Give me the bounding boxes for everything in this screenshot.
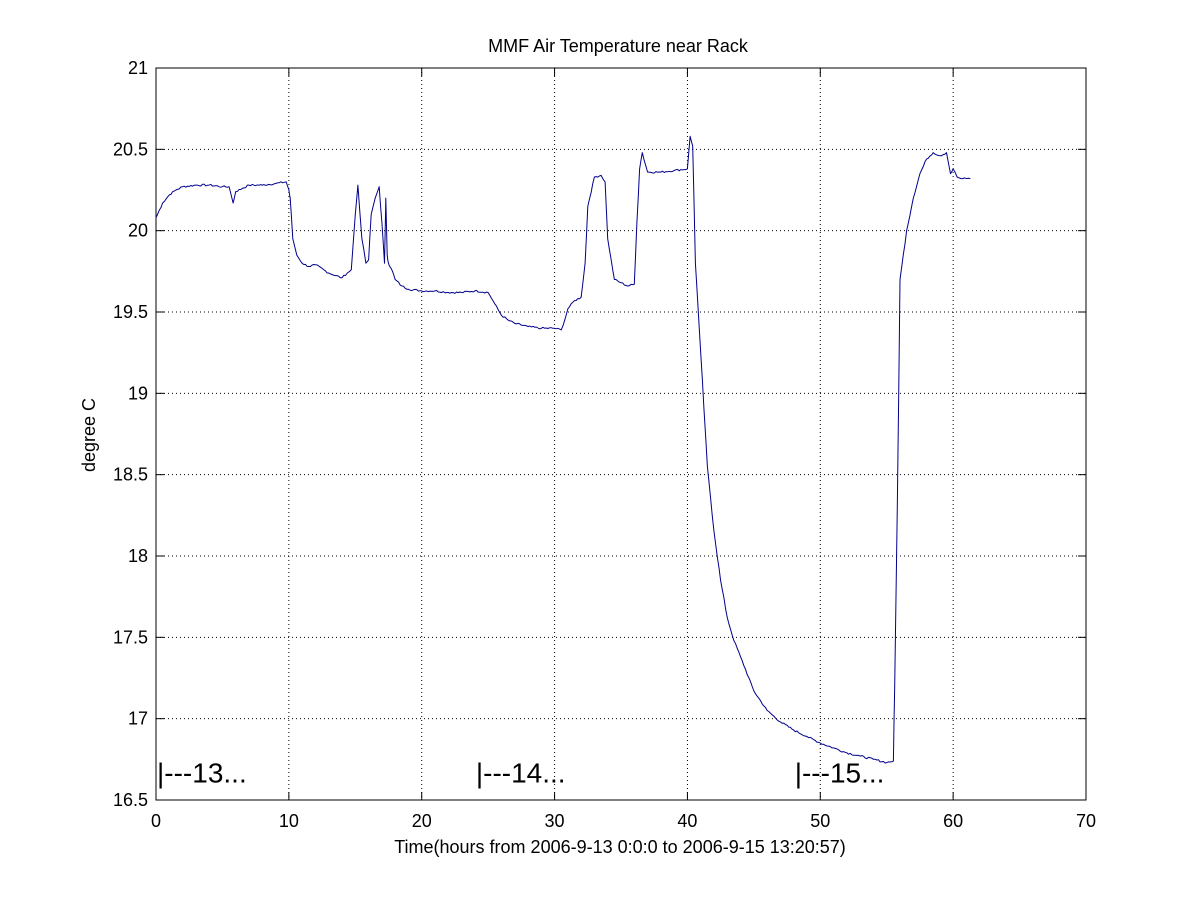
x-tick-label: 20 (412, 811, 432, 831)
y-tick-label: 18.5 (113, 465, 148, 485)
y-tick-label: 20 (128, 221, 148, 241)
grid (156, 68, 1086, 800)
annotations: |---13... |---14... |---15... (157, 757, 884, 788)
day-marker-annotation: |---15... (795, 757, 885, 788)
series-line (155, 135, 971, 764)
y-tick-label: 21 (128, 58, 148, 78)
y-tick-label: 17 (128, 709, 148, 729)
chart-title: MMF Air Temperature near Rack (488, 36, 749, 56)
x-axis-label: Time(hours from 2006-9-13 0:0:0 to 2006-… (394, 837, 846, 857)
y-tick-label: 16.5 (113, 790, 148, 810)
y-tick-label: 19 (128, 383, 148, 403)
plot-area-frame (155, 67, 1087, 801)
data-series (155, 135, 971, 764)
x-tick-label: 40 (677, 811, 697, 831)
y-tick-label: 17.5 (113, 627, 148, 647)
x-tick-label: 30 (545, 811, 565, 831)
y-tick-label: 19.5 (113, 302, 148, 322)
y-tick-label: 18 (128, 546, 148, 566)
x-tick-label: 0 (151, 811, 161, 831)
x-tick-label: 70 (1076, 811, 1096, 831)
x-tick-label: 50 (810, 811, 830, 831)
y-axis-label: degree C (79, 398, 99, 472)
day-marker-annotation: |---13... (157, 757, 247, 788)
x-tick-label: 10 (279, 811, 299, 831)
x-tick-label: 60 (943, 811, 963, 831)
day-marker-annotation: |---14... (476, 757, 566, 788)
axis-ticks: 0 10 20 30 40 50 60 70 16.5 17 17.5 18 18.5 19 19.5 20 2… (113, 58, 1096, 831)
y-tick-label: 20.5 (113, 139, 148, 159)
